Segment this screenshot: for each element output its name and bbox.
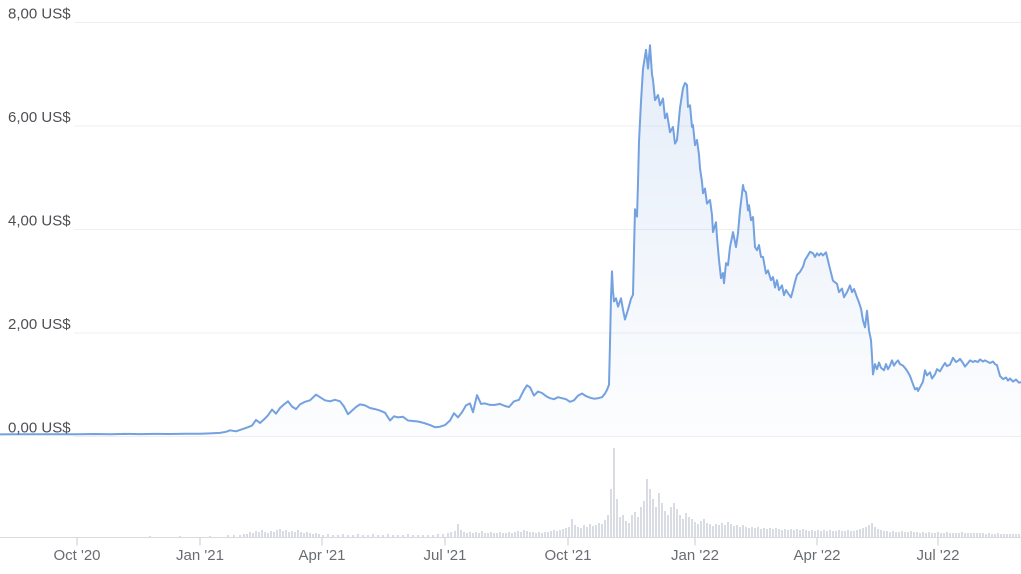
y-axis-labels: 0,00 US$ 2,00 US$ 4,00 US$ 6,00 US$ 8,00 US$ — [8, 6, 71, 437]
x-axis-label: Jan '21 — [176, 547, 224, 564]
price-area-fill — [0, 45, 1021, 437]
x-axis: Oct '20 Jan '21 Apr '21 Jul '21 Oct '21 Jan '… — [0, 537, 1021, 564]
x-axis-label: Jan '22 — [671, 547, 719, 564]
x-axis-label: Apr '21 — [298, 547, 345, 564]
x-axis-label: Oct '20 — [53, 547, 100, 564]
volume-bars — [149, 448, 1020, 537]
y-axis-label: 8,00 US$ — [8, 6, 71, 23]
y-axis-label: 6,00 US$ — [8, 109, 71, 126]
y-axis-label: 2,00 US$ — [8, 316, 71, 333]
price-line — [0, 44, 1021, 436]
x-axis-label: Apr '22 — [793, 547, 840, 564]
x-axis-label: Jul '22 — [917, 547, 960, 564]
y-axis-label: 0,00 US$ — [8, 420, 71, 437]
x-axis-label: Jul '21 — [424, 547, 467, 564]
y-axis-label: 4,00 US$ — [8, 213, 71, 230]
x-axis-label: Oct '21 — [544, 547, 591, 564]
